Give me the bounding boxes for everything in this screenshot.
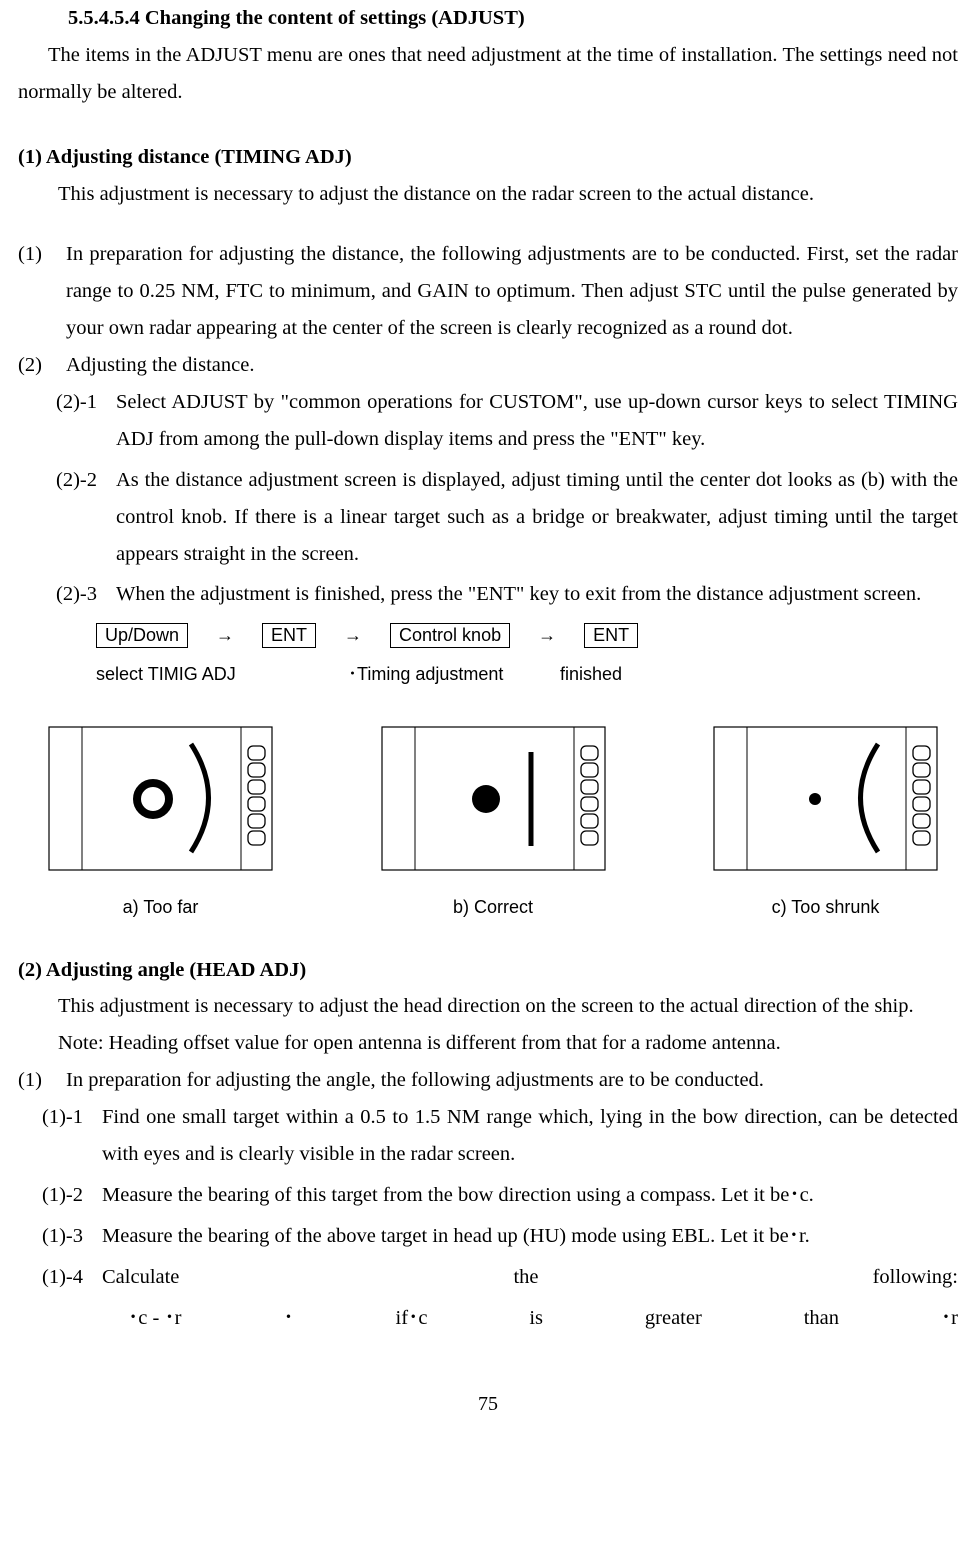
- calc-word: ･r: [941, 1300, 958, 1337]
- sec2-note: Note: Heading offset value for open ante…: [18, 1025, 958, 1062]
- key-caption: ･Timing adjustment: [348, 658, 560, 690]
- key-control-knob: Control knob: [390, 623, 510, 648]
- calc-word: following:: [873, 1259, 958, 1296]
- calc-word: Calculate: [102, 1259, 179, 1296]
- sublist-num: (1)-1: [42, 1099, 102, 1173]
- calc-word: the: [513, 1259, 538, 1296]
- arrow-icon: →: [216, 619, 234, 651]
- sublist-num: (1)-2: [42, 1177, 102, 1214]
- sublist-text: Measure the bearing of this target from …: [102, 1177, 958, 1214]
- list-num: (1): [18, 1062, 66, 1099]
- sublist-text: As the distance adjustment screen is dis…: [116, 462, 958, 573]
- key-sequence: Up/Down → ENT → Control knob → ENT selec…: [96, 619, 958, 690]
- arrow-icon: →: [344, 619, 362, 651]
- key-ent: ENT: [584, 623, 638, 648]
- sec1-lead: This adjustment is necessary to adjust t…: [18, 176, 958, 213]
- section-heading: 5.5.4.5.4 Changing the content of settin…: [68, 0, 958, 37]
- key-caption: select TIMIG ADJ: [96, 658, 348, 690]
- diagram-caption: b) Correct: [381, 891, 606, 923]
- calc-word: if･c: [396, 1300, 428, 1337]
- sublist-num: (2)-2: [56, 462, 116, 573]
- diagram-caption: a) Too far: [48, 891, 273, 923]
- calc-word: ･: [283, 1300, 293, 1337]
- key-ent: ENT: [262, 623, 316, 648]
- page-number: 75: [18, 1386, 958, 1422]
- key-caption: finished: [560, 658, 622, 690]
- calc-line-2: ･c - ･r ･ if･c is greater than ･r: [128, 1300, 958, 1337]
- sublist-num: (2)-3: [56, 576, 116, 613]
- sublist-num: (2)-1: [56, 384, 116, 458]
- list-num: (2): [18, 347, 66, 384]
- list-text: In preparation for adjusting the distanc…: [66, 236, 958, 347]
- list-text: In preparation for adjusting the angle, …: [66, 1062, 958, 1099]
- calc-line-1: Calculate the following:: [102, 1259, 958, 1296]
- sec1-title: (1) Adjusting distance (TIMING ADJ): [18, 139, 958, 176]
- sublist-text: Measure the bearing of the above target …: [102, 1218, 958, 1255]
- calc-word: greater: [645, 1300, 702, 1337]
- sec2-lead: This adjustment is necessary to adjust t…: [18, 988, 958, 1025]
- calc-word: is: [529, 1300, 543, 1337]
- sublist-text: When the adjustment is finished, press t…: [116, 576, 958, 613]
- sublist-num: (1)-3: [42, 1218, 102, 1255]
- radar-diagram-too-shrunk: [713, 726, 938, 871]
- diagram-caption: c) Too shrunk: [713, 891, 938, 923]
- calc-word: than: [804, 1300, 839, 1337]
- calc-word: ･c - ･r: [128, 1300, 182, 1337]
- sublist-text: Find one small target within a 0.5 to 1.…: [102, 1099, 958, 1173]
- list-num: (1): [18, 236, 66, 347]
- radar-diagram-too-far: [48, 726, 273, 871]
- radar-diagram-correct: [381, 726, 606, 871]
- key-up-down: Up/Down: [96, 623, 188, 648]
- intro-paragraph: The items in the ADJUST menu are ones th…: [18, 37, 958, 111]
- sublist-num: (1)-4: [42, 1259, 102, 1296]
- sec2-title: (2) Adjusting angle (HEAD ADJ): [18, 952, 958, 989]
- sublist-text: Select ADJUST by "common operations for …: [116, 384, 958, 458]
- list-text: Adjusting the distance.: [66, 347, 958, 384]
- arrow-icon: →: [538, 619, 556, 651]
